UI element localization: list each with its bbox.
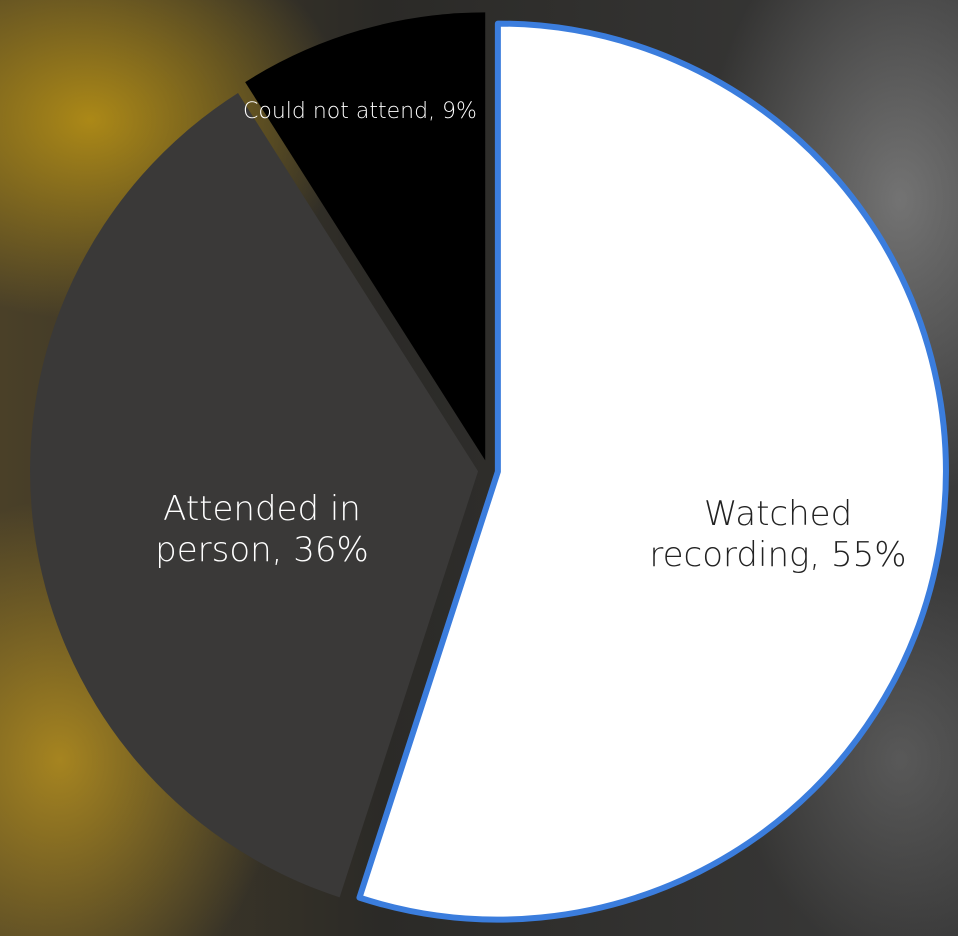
- data-label: Attended in person, 36%: [155, 489, 369, 570]
- pie-slice: [30, 92, 479, 898]
- pie-slice: [245, 12, 486, 461]
- data-label: Watched recording, 55%: [649, 494, 907, 575]
- pie-slice: [356, 20, 949, 923]
- data-label: Could not attend, 9%: [243, 99, 477, 124]
